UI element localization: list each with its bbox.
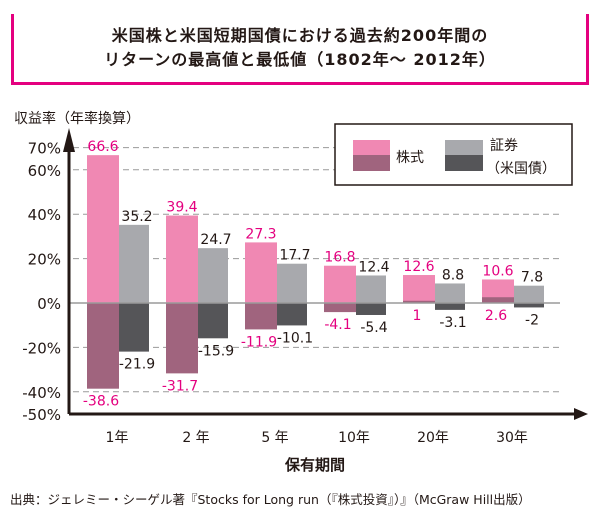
stock-min-bar [166,303,198,374]
y-axis-arrow [63,128,75,152]
y-tick-label: -50% [22,406,61,424]
bond-min-bar [277,303,307,326]
y-tick-label: 70% [28,140,61,158]
chart-title-line1: 米国株と米国短期国債における過去約200年間の [111,26,489,45]
y-tick-label: 20% [28,251,61,269]
stock-max-bar [245,242,277,303]
stock-max-label: 12.6 [403,259,434,275]
stock-max-bar [87,155,119,303]
stock-min-bar [482,297,514,303]
y-tick-label: -40% [22,384,61,402]
title-box: 米国株と米国短期国債における過去約200年間の リターンの最高値と最低値（180… [11,14,589,85]
bond-min-label: -2 [525,312,539,328]
stock-max-label: 66.6 [87,139,118,155]
stock-max-bar [403,275,435,303]
bond-max-label: 8.8 [442,267,464,283]
bond-max-bar [514,285,544,303]
stock-max-label: 27.3 [245,226,276,242]
bond-max-bar [435,283,465,303]
bond-max-label: 7.8 [521,270,543,286]
stock-min-label: 2.6 [485,308,507,324]
legend-stock-label: 株式 [396,150,424,166]
bond-min-label: -10.1 [277,330,313,346]
x-axis-label: 保有期間 [284,456,345,474]
legend-bond-label-line1: 証券 [490,138,518,154]
x-tick-label: 2 年 [182,430,209,446]
stock-min-label: -31.7 [162,378,198,394]
bond-min-bar [119,303,149,352]
legend-bond-label-line2: （米国債） [486,161,556,177]
bond-max-bar [277,263,307,303]
stock-min-bar [324,303,356,313]
stock-min-label: -38.6 [83,394,119,410]
legend-stock-min-swatch [353,155,390,171]
bond-min-label: -3.1 [439,315,466,331]
bond-min-bar [514,303,544,308]
stock-min-label: 1 [413,308,422,324]
stock-max-bar [324,265,356,303]
stock-min-bar [403,300,435,303]
stock-min-bar [245,303,277,330]
y-tick-label: 40% [28,206,61,224]
stock-max-bar [482,279,514,303]
bond-max-bar [119,224,149,303]
bond-max-label: 24.7 [200,232,231,248]
stock-max-label: 10.6 [482,263,513,279]
stock-min-label: -11.9 [241,334,277,350]
bond-max-bar [356,275,386,303]
x-tick-label: 30年 [496,430,528,446]
y-tick-label: -20% [22,339,61,357]
legend-bond-max-swatch [445,140,483,155]
stock-max-label: 16.8 [324,250,355,266]
bond-min-bar [435,303,465,310]
x-axis-arrow [574,408,588,420]
bond-min-label: -5.4 [360,320,387,336]
legend-bond-min-swatch [445,155,483,171]
bond-min-bar [198,303,228,339]
stock-max-label: 39.4 [166,200,197,216]
x-tick-label: 10年 [338,430,370,446]
stock-min-bar [87,303,119,389]
y-tick-label: 0% [37,295,61,313]
bond-min-bar [356,303,386,315]
bond-max-label: 17.7 [279,248,310,264]
x-tick-label: 1年 [106,430,129,446]
x-tick-label: 5 年 [261,430,288,446]
bond-max-label: 35.2 [121,209,152,225]
bond-max-bar [198,248,228,303]
bond-min-label: -21.9 [119,357,155,373]
stock-min-label: -4.1 [324,317,351,333]
y-axis-label: 収益率（年率換算） [14,110,140,127]
bond-max-label: 12.4 [358,259,389,275]
legend-stock-max-swatch [353,140,390,155]
x-tick-label: 20年 [417,430,449,446]
chart-title-line2: リターンの最高値と最低値（1802年～ 2012年） [104,50,496,69]
y-tick-label: 60% [28,162,61,180]
source-note: 出典：ジェレミー・シーゲル著『Stocks for Long run（『株式投資… [10,492,531,507]
bond-min-label: -15.9 [198,343,234,359]
stock-max-bar [166,215,198,303]
